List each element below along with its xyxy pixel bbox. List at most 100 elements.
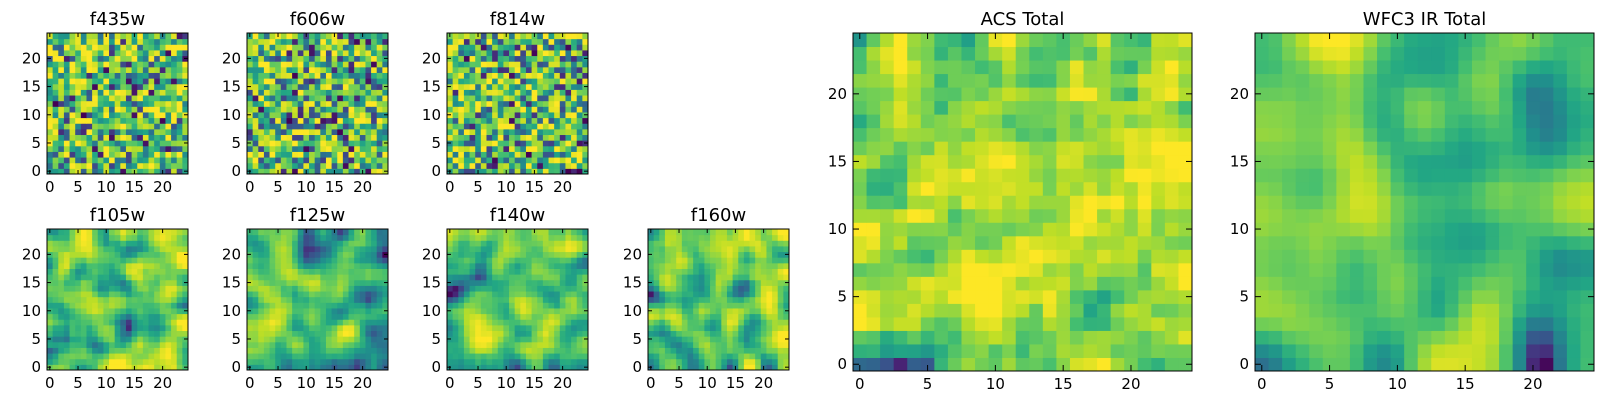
heatmap-cell (75, 78, 82, 85)
heatmap-cell (548, 55, 555, 62)
heatmap-cell (565, 268, 572, 275)
heatmap-cell (359, 117, 366, 124)
heatmap-cell (148, 151, 155, 158)
heatmap-cell (342, 347, 350, 354)
heatmap-cell (542, 106, 550, 113)
heatmap-cell (159, 78, 166, 85)
heatmap-cell (988, 262, 1003, 277)
heatmap-cell (337, 100, 344, 107)
heatmap-cell (738, 257, 745, 264)
heatmap-cell (880, 181, 895, 196)
heatmap-cell (732, 330, 739, 337)
heatmap-cell (103, 262, 110, 269)
x-tick-label: 20 (153, 178, 172, 196)
heatmap-cell (376, 38, 383, 45)
heatmap-cell (480, 291, 487, 298)
heatmap-cell (171, 307, 178, 315)
heatmap-cell (676, 257, 683, 264)
heatmap-cell (582, 100, 589, 107)
heatmap-cell (297, 240, 304, 247)
heatmap-cell (125, 330, 133, 337)
heatmap-cell (69, 33, 76, 40)
heatmap-cell (721, 285, 728, 292)
x-tick-label: 15 (125, 374, 144, 392)
heatmap-cell (520, 274, 527, 281)
heatmap-cell (75, 117, 82, 124)
heatmap-cell (252, 257, 259, 264)
heatmap-cell (142, 123, 150, 130)
heatmap-cell (131, 83, 138, 90)
heatmap-cell (131, 251, 138, 258)
heatmap-cell (1110, 208, 1125, 223)
heatmap-cell (766, 341, 773, 348)
heatmap-cell (97, 285, 104, 292)
heatmap-cell (69, 347, 76, 354)
heatmap-cell (263, 330, 271, 337)
heatmap-cell (63, 44, 71, 51)
heatmap-cell (475, 336, 482, 343)
heatmap-cell (182, 89, 189, 96)
heatmap-cell (309, 72, 316, 79)
heatmap-cell (80, 49, 87, 57)
heatmap-cell (252, 240, 259, 247)
heatmap-cell (525, 341, 533, 348)
heatmap-cell (503, 145, 510, 152)
heatmap-cell (354, 240, 361, 247)
heatmap-cell (280, 257, 287, 264)
heatmap-cell (309, 274, 316, 281)
heatmap-cell (258, 151, 265, 158)
heatmap-cell (492, 162, 499, 169)
heatmap-cell (171, 162, 178, 169)
heatmap-cell (486, 341, 493, 348)
heatmap-cell (469, 302, 476, 309)
heatmap-cell (760, 341, 767, 348)
heatmap-cell (159, 49, 166, 57)
heatmap-cell (182, 347, 189, 354)
heatmap-cell (514, 324, 521, 332)
heatmap-cell (52, 168, 59, 175)
heatmap-cell (58, 347, 65, 354)
heatmap-cell (749, 268, 756, 275)
heatmap-cell (1069, 330, 1085, 345)
heatmap-cell (125, 341, 133, 348)
heatmap-cell (554, 89, 561, 96)
heatmap-cell (131, 162, 138, 169)
heatmap-cell (463, 95, 471, 102)
heatmap-cell (715, 319, 722, 326)
heatmap-cell (480, 89, 487, 96)
heatmap-cell (497, 296, 504, 303)
heatmap-cell (548, 117, 555, 124)
heatmap-cell (755, 291, 762, 298)
heatmap-cell (176, 111, 183, 119)
heatmap-cell (342, 274, 350, 281)
heatmap-cell (63, 123, 71, 130)
heatmap-cell (687, 268, 694, 275)
heatmap-cell (447, 162, 454, 169)
heatmap-cell (670, 364, 677, 371)
heatmap-cell (69, 140, 76, 147)
heatmap-cell (354, 319, 361, 326)
heatmap-cell (354, 291, 361, 298)
heatmap-cell (263, 72, 271, 79)
heatmap-cell (314, 72, 321, 79)
heatmap-cell (142, 347, 150, 354)
heatmap-cell (975, 181, 990, 196)
heatmap-cell (314, 151, 321, 158)
heatmap-cell (120, 302, 127, 309)
heatmap-cell (371, 302, 378, 309)
heatmap-cell (382, 341, 389, 348)
heatmap-cell (154, 95, 161, 102)
heatmap-cell (337, 145, 344, 152)
heatmap-cell (137, 245, 144, 253)
heatmap-cell (92, 285, 99, 292)
heatmap-cell (704, 330, 711, 337)
heatmap-cell (159, 257, 166, 264)
heatmap-cell (542, 330, 550, 337)
heatmap-cell (469, 157, 476, 164)
heatmap-cell (348, 234, 355, 241)
heatmap-cell (348, 229, 355, 236)
heatmap-cell (681, 353, 688, 360)
heatmap-cell (497, 134, 504, 141)
heatmap-cell (371, 100, 378, 107)
heatmap-cell (52, 145, 59, 152)
